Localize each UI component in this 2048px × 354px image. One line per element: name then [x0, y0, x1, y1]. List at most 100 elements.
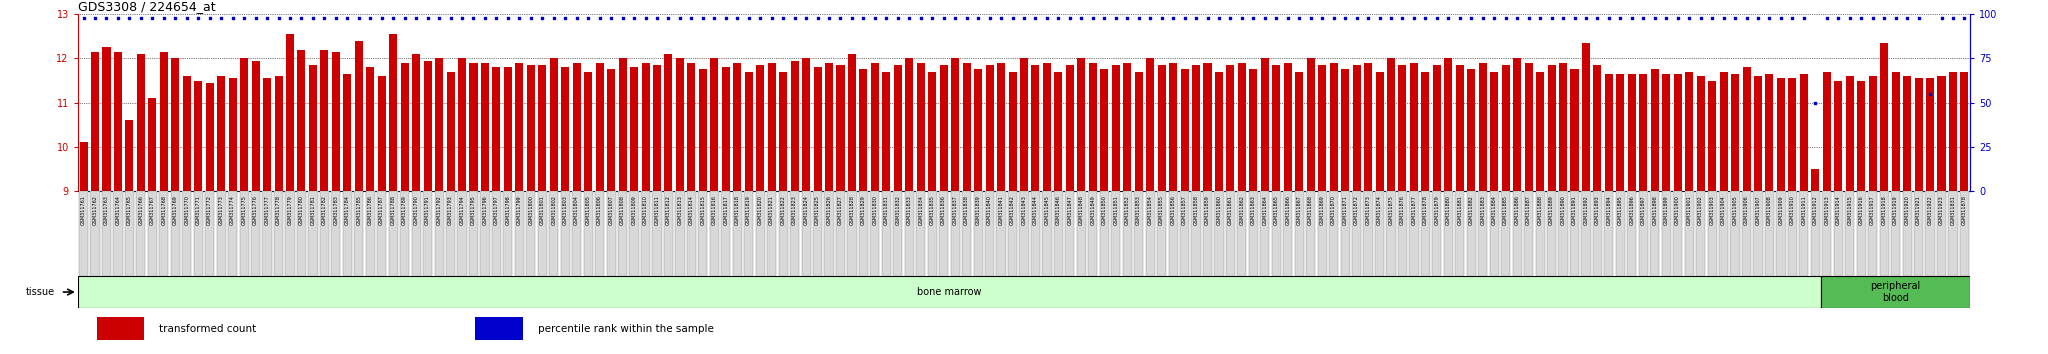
- Bar: [1262, 58, 1270, 191]
- FancyBboxPatch shape: [1307, 191, 1315, 276]
- FancyBboxPatch shape: [205, 191, 215, 276]
- Bar: [768, 63, 776, 191]
- Point: [1683, 15, 1716, 21]
- FancyBboxPatch shape: [1489, 191, 1499, 276]
- Text: GSM311817: GSM311817: [723, 195, 729, 225]
- Point: [1661, 15, 1694, 21]
- FancyBboxPatch shape: [539, 191, 547, 276]
- Bar: [1858, 81, 1866, 191]
- FancyBboxPatch shape: [424, 191, 432, 276]
- Bar: [1249, 69, 1257, 191]
- Bar: [1090, 63, 1098, 191]
- Bar: [516, 63, 524, 191]
- Bar: [653, 65, 662, 191]
- FancyBboxPatch shape: [1960, 191, 1968, 276]
- Bar: [778, 72, 786, 191]
- FancyBboxPatch shape: [1800, 191, 1808, 276]
- Text: GSM311788: GSM311788: [391, 195, 395, 225]
- Point: [457, 15, 489, 21]
- Point: [721, 15, 754, 21]
- Point: [1845, 15, 1878, 21]
- Bar: [492, 67, 500, 191]
- Point: [125, 15, 158, 21]
- FancyBboxPatch shape: [1868, 191, 1878, 276]
- Bar: [1638, 74, 1647, 191]
- Point: [262, 15, 295, 21]
- Text: GSM311846: GSM311846: [1057, 195, 1061, 225]
- Text: GSM311889: GSM311889: [1548, 195, 1554, 225]
- Bar: [698, 69, 707, 191]
- Point: [1511, 15, 1544, 21]
- Bar: [676, 58, 684, 191]
- FancyBboxPatch shape: [1581, 191, 1591, 276]
- Bar: [1169, 63, 1178, 191]
- FancyBboxPatch shape: [1122, 191, 1133, 276]
- Point: [1696, 15, 1729, 21]
- Bar: [1341, 69, 1350, 191]
- Point: [778, 15, 811, 21]
- Point: [399, 15, 432, 21]
- FancyBboxPatch shape: [1524, 191, 1534, 276]
- Point: [504, 15, 537, 21]
- Text: GSM311766: GSM311766: [139, 195, 143, 225]
- Point: [170, 15, 203, 21]
- FancyBboxPatch shape: [1937, 191, 1946, 276]
- Bar: [1628, 74, 1636, 191]
- FancyBboxPatch shape: [297, 191, 305, 276]
- Text: GSM311832: GSM311832: [895, 195, 901, 225]
- Bar: [401, 63, 410, 191]
- Text: GSM311855: GSM311855: [1159, 195, 1163, 225]
- Point: [915, 15, 948, 21]
- Point: [1890, 15, 1923, 21]
- Bar: [1227, 65, 1235, 191]
- Point: [950, 15, 983, 21]
- Bar: [1042, 63, 1051, 191]
- Point: [1272, 15, 1305, 21]
- Point: [1157, 15, 1190, 21]
- Text: GSM311916: GSM311916: [1860, 195, 1864, 225]
- Bar: [1147, 58, 1155, 191]
- Point: [1065, 15, 1098, 21]
- Text: GSM311775: GSM311775: [242, 195, 246, 225]
- Text: GSM311838: GSM311838: [965, 195, 969, 225]
- FancyBboxPatch shape: [1604, 191, 1614, 276]
- Point: [1225, 15, 1257, 21]
- Bar: [1055, 72, 1063, 191]
- Point: [1937, 15, 1970, 21]
- Text: GSM311911: GSM311911: [1802, 195, 1806, 225]
- Bar: [1892, 72, 1901, 191]
- Bar: [1214, 72, 1223, 191]
- FancyBboxPatch shape: [618, 191, 627, 276]
- Bar: [1753, 76, 1761, 191]
- Bar: [354, 41, 362, 191]
- Point: [422, 15, 455, 21]
- Bar: [287, 34, 295, 191]
- FancyBboxPatch shape: [1915, 191, 1923, 276]
- FancyBboxPatch shape: [504, 191, 512, 276]
- Point: [1374, 15, 1407, 21]
- FancyBboxPatch shape: [1513, 191, 1522, 276]
- Bar: [940, 65, 948, 191]
- Bar: [1421, 72, 1430, 191]
- FancyBboxPatch shape: [596, 191, 604, 276]
- Text: GSM311776: GSM311776: [254, 195, 258, 225]
- Text: GSM311773: GSM311773: [219, 195, 223, 225]
- Bar: [950, 58, 958, 191]
- FancyBboxPatch shape: [1776, 191, 1786, 276]
- Point: [756, 15, 788, 21]
- Text: GSM311905: GSM311905: [1733, 195, 1737, 225]
- FancyBboxPatch shape: [1858, 191, 1866, 276]
- Text: GSM311826: GSM311826: [827, 195, 831, 225]
- Text: GSM311820: GSM311820: [758, 195, 762, 225]
- Bar: [96, 317, 143, 340]
- Text: GSM311794: GSM311794: [459, 195, 465, 225]
- Bar: [1409, 63, 1417, 191]
- Text: GSM311814: GSM311814: [688, 195, 694, 225]
- FancyBboxPatch shape: [1651, 191, 1659, 276]
- FancyBboxPatch shape: [1810, 191, 1821, 276]
- Text: GSM311808: GSM311808: [621, 195, 625, 225]
- Bar: [344, 74, 352, 191]
- FancyBboxPatch shape: [1065, 191, 1075, 276]
- Text: GSM311888: GSM311888: [1538, 195, 1542, 225]
- Text: tissue: tissue: [27, 287, 55, 297]
